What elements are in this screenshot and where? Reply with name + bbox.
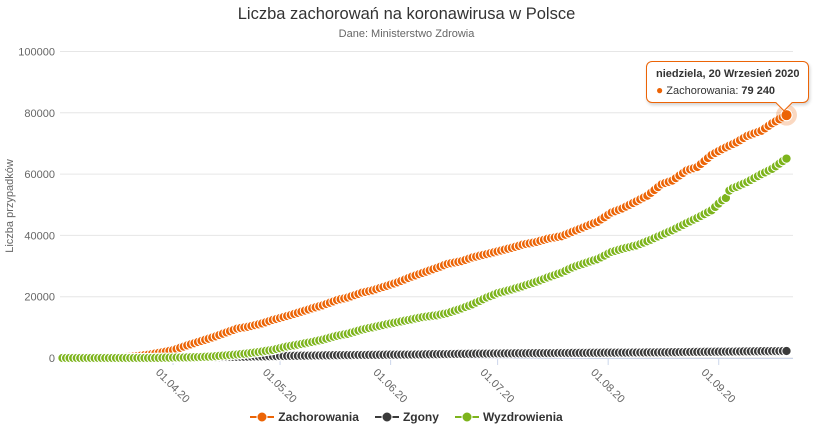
series-wyzdrowienia[interactable] xyxy=(57,153,792,364)
y-axis-labels: 0 20000 40000 60000 80000 100000 xyxy=(18,47,55,366)
tooltip-series-label: Zachorowania: xyxy=(666,85,739,97)
legend-item-zgony[interactable]: Zgony xyxy=(374,410,439,424)
y-axis-label: 0 xyxy=(49,353,55,365)
legend-item-zachorowania[interactable]: Zachorowania xyxy=(250,410,359,424)
y-axis-label: 40000 xyxy=(24,230,55,242)
chart-subtitle: Dane: Ministerstwo Zdrowia xyxy=(338,28,475,40)
hovered-point[interactable] xyxy=(776,104,797,126)
tooltip-date: niedziela, 20 Wrzesień 2020 xyxy=(656,68,800,80)
y-axis-label: 80000 xyxy=(24,108,55,120)
chart-tooltip: niedziela, 20 Wrzesień 2020 ● Zachorowani… xyxy=(646,61,810,111)
legend-label: Zgony xyxy=(402,410,439,424)
y-axis-title: Liczba przypadków xyxy=(4,159,16,253)
x-axis-label: 01.05.20 xyxy=(260,367,299,406)
series-zachorowania[interactable] xyxy=(57,109,792,364)
x-axis-label: 01.09.20 xyxy=(699,367,738,406)
x-axis-label: 01.06.20 xyxy=(371,367,410,406)
line-dot-marker-icon xyxy=(250,411,275,424)
x-axis-label: 01.07.20 xyxy=(478,367,517,406)
chart-legend: Zachorowania Zgony Wyzdrowienia xyxy=(0,410,813,424)
chart-title: Liczba zachorowań na koronawirusa w Pols… xyxy=(237,5,576,23)
y-axis-label: 60000 xyxy=(24,169,55,181)
x-axis-labels: 01.04.20 01.05.20 01.06.20 01.07.20 01.08.20… xyxy=(153,359,737,406)
y-axis-label: 20000 xyxy=(24,292,55,304)
line-dot-marker-icon xyxy=(374,411,399,424)
tooltip-row: ● Zachorowania: 79 240 xyxy=(656,83,799,97)
x-axis-label: 01.08.20 xyxy=(588,367,627,406)
x-axis-label: 01.04.20 xyxy=(153,367,192,406)
y-axis-label: 100000 xyxy=(18,47,55,59)
tooltip-series-bullet-icon: ● xyxy=(656,83,664,97)
legend-label: Zachorowania xyxy=(278,410,359,424)
legend-item-wyzdrowienia[interactable]: Wyzdrowienia xyxy=(454,410,563,424)
tooltip-value: 79 240 xyxy=(741,85,776,97)
line-dot-marker-icon xyxy=(454,411,479,424)
legend-label: Wyzdrowienia xyxy=(482,410,563,424)
